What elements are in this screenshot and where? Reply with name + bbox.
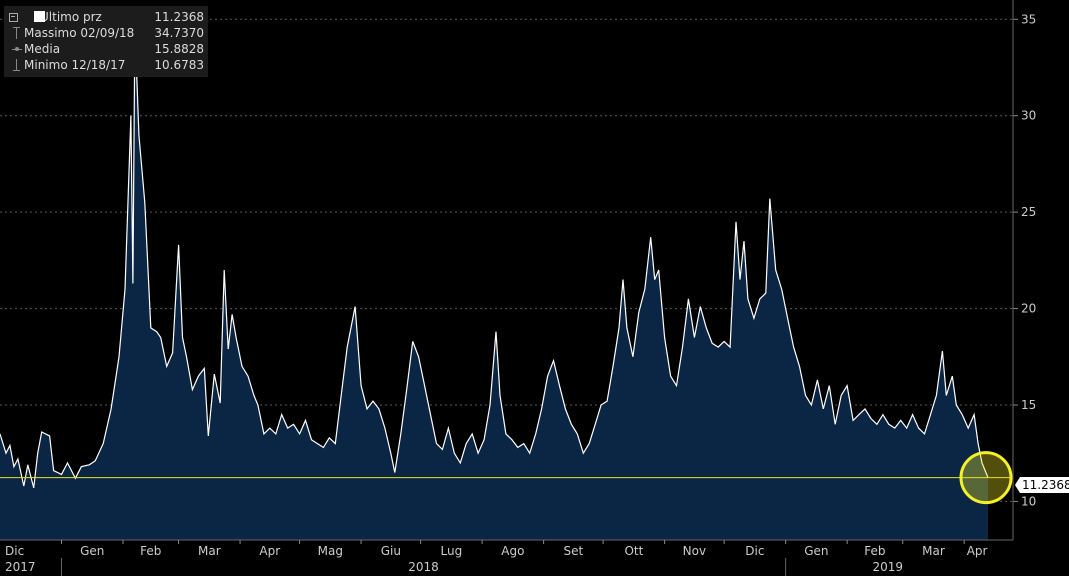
legend-value: 15.8828 [154, 42, 204, 56]
x-year-label: 2017 [5, 560, 36, 574]
legend-name: Minimo 12/18/17 [24, 58, 126, 72]
min-marker-icon [8, 57, 24, 73]
legend-value: 34.7370 [154, 26, 204, 40]
last-price-tag: 11.2368 [1015, 477, 1069, 493]
x-tick-label: Mar [198, 544, 221, 558]
y-tick-label: 10 [1021, 494, 1036, 508]
x-tick-label: Giu [381, 544, 401, 558]
x-tick-label: Gen [804, 544, 828, 558]
last-price-highlight-circle [959, 451, 1013, 505]
last-price-tag-shape [1015, 477, 1069, 493]
x-tick-label: Ott [624, 544, 643, 558]
legend-panel: Ultimo prz 11.2368 Massimo 02/09/18 34.7… [4, 6, 208, 77]
legend-name: Ultimo prz [40, 10, 102, 24]
legend-row-last: Ultimo prz 11.2368 [8, 9, 204, 25]
x-tick-label: Ago [501, 544, 524, 558]
x-tick-label: Nov [683, 544, 706, 558]
legend-name: Media [24, 42, 61, 56]
y-tick-label: 25 [1021, 205, 1036, 219]
x-year-label: 2018 [408, 560, 439, 574]
series-line [0, 25, 989, 489]
x-tick-label: Feb [864, 544, 885, 558]
max-marker-icon [8, 25, 24, 41]
y-tick-label: 15 [1021, 398, 1036, 412]
x-tick-label: Dic [745, 544, 764, 558]
collapse-box-icon[interactable] [8, 9, 24, 25]
x-tick-label: Mag [318, 544, 343, 558]
x-tick-label: Apr [967, 544, 988, 558]
y-tick-label: 20 [1021, 302, 1036, 316]
x-year-label: 2019 [873, 560, 904, 574]
x-tick-label: Lug [440, 544, 462, 558]
x-tick-label: Mar [922, 544, 945, 558]
legend-value: 11.2368 [154, 10, 204, 24]
x-tick-label: Dic [5, 544, 24, 558]
x-tick-label: Feb [140, 544, 161, 558]
square-marker-icon [24, 9, 45, 25]
y-tick-label: 30 [1021, 109, 1036, 123]
series-area [0, 25, 988, 541]
legend-row-avg: Media 15.8828 [8, 41, 204, 57]
x-tick-label: Gen [80, 544, 104, 558]
avg-marker-icon [8, 41, 24, 57]
x-tick-label: Set [563, 544, 583, 558]
x-axis: Dic Gen Feb Mar Apr Mag Giu Lug Ago Set Ott Nov Dic G… [5, 540, 988, 576]
legend-row-min: Minimo 12/18/17 10.6783 [8, 57, 204, 73]
legend-name: Massimo 02/09/18 [24, 26, 135, 40]
last-price-tag-label: 11.2368 [1022, 478, 1069, 492]
legend-row-max: Massimo 02/09/18 34.7370 [8, 25, 204, 41]
y-axis: 10 15 20 25 30 35 [1013, 12, 1036, 508]
x-tick-label: Apr [259, 544, 280, 558]
y-tick-label: 35 [1021, 12, 1036, 26]
legend-value: 10.6783 [154, 58, 204, 72]
